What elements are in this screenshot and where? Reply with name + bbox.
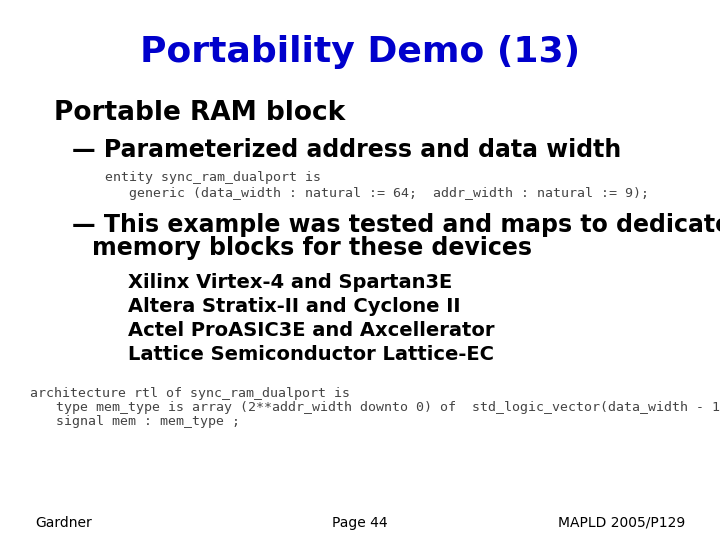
Text: Gardner: Gardner bbox=[35, 516, 91, 530]
Text: generic (data_width : natural := 64;  addr_width : natural := 9);: generic (data_width : natural := 64; add… bbox=[113, 186, 649, 199]
Text: — This example was tested and maps to dedicated: — This example was tested and maps to de… bbox=[72, 213, 720, 237]
Text: signal mem : mem_type ;: signal mem : mem_type ; bbox=[40, 415, 240, 428]
Text: Altera Stratix-II and Cyclone II: Altera Stratix-II and Cyclone II bbox=[128, 298, 461, 316]
Text: type mem_type is array (2**addr_width downto 0) of  std_logic_vector(data_width : type mem_type is array (2**addr_width do… bbox=[40, 401, 720, 414]
Text: Xilinx Virtex-4 and Spartan3E: Xilinx Virtex-4 and Spartan3E bbox=[128, 273, 452, 293]
Text: — Parameterized address and data width: — Parameterized address and data width bbox=[72, 138, 621, 162]
Text: memory blocks for these devices: memory blocks for these devices bbox=[92, 236, 532, 260]
Text: Portable RAM block: Portable RAM block bbox=[54, 100, 346, 126]
Text: Portability Demo (13): Portability Demo (13) bbox=[140, 35, 580, 69]
Text: Lattice Semiconductor Lattice-EC: Lattice Semiconductor Lattice-EC bbox=[128, 346, 494, 365]
Text: MAPLD 2005/P129: MAPLD 2005/P129 bbox=[558, 516, 685, 530]
Text: Actel ProASIC3E and Axcellerator: Actel ProASIC3E and Axcellerator bbox=[128, 321, 495, 341]
Text: architecture rtl of sync_ram_dualport is: architecture rtl of sync_ram_dualport is bbox=[30, 387, 350, 400]
Text: Page 44: Page 44 bbox=[332, 516, 388, 530]
Text: entity sync_ram_dualport is: entity sync_ram_dualport is bbox=[105, 172, 321, 185]
